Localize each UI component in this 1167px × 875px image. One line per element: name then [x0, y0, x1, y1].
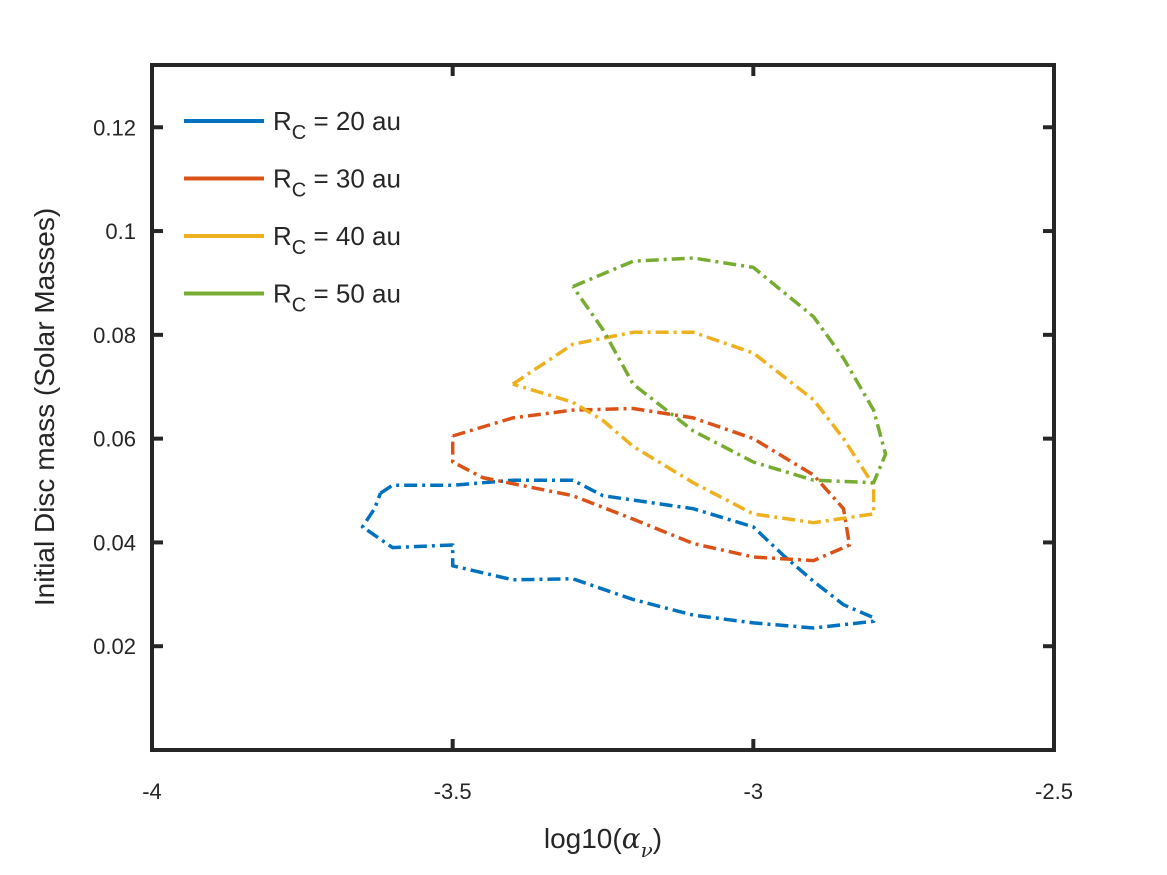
- legend-label-sub: C: [292, 122, 306, 144]
- y-tick-label: 0.08: [93, 323, 136, 348]
- x-tick-label: -4: [142, 779, 162, 804]
- y-tick-label: 0.06: [93, 427, 136, 452]
- y-tick-label: 0.02: [93, 634, 136, 659]
- legend-label-2: RC = 30 au: [273, 164, 401, 202]
- legend-label-main: R: [273, 164, 292, 194]
- tick-labels-layer: -4 -3.5 -3 -2.5 0.02 0.04 0.06 0.08 0.1 0.12: [93, 115, 1073, 804]
- y-tick-label: 0.04: [93, 530, 136, 555]
- series-line-4: [571, 256, 888, 485]
- legend-label-main: R: [273, 106, 292, 136]
- y-tick-label: 0.1: [105, 219, 136, 244]
- x-axis-label: log10(αν): [544, 822, 662, 862]
- x-axis-label-suffix: ): [653, 823, 662, 854]
- legend-label-rest: = 50 au: [306, 279, 401, 309]
- legend-label-sub: C: [292, 180, 306, 202]
- series-line-3: [511, 330, 876, 525]
- legend-label-rest: = 30 au: [306, 164, 401, 194]
- x-tick-label: -3: [744, 779, 764, 804]
- y-tick-label: 0.12: [93, 115, 136, 140]
- legend-label-rest: = 40 au: [306, 221, 401, 251]
- plot-frame: [150, 63, 1056, 752]
- legend-label-main: R: [273, 279, 292, 309]
- x-axis-label-subscript: ν: [641, 838, 653, 862]
- series-line-1: [360, 478, 876, 630]
- curves-layer: [360, 256, 888, 630]
- x-tick-label: -3.5: [434, 779, 472, 804]
- legend-label-3: RC = 40 au: [273, 221, 401, 259]
- legend-label-1: RC = 20 au: [273, 106, 401, 144]
- x-axis-label-symbol: α: [622, 822, 641, 855]
- legend-label-sub: C: [292, 295, 306, 317]
- x-axis-label-prefix: log10(: [544, 823, 623, 854]
- y-axis-label: Initial Disc mass (Solar Masses): [29, 208, 60, 606]
- legend-label-rest: = 20 au: [306, 106, 401, 136]
- series-line-2: [450, 406, 852, 563]
- legend-label-sub: C: [292, 237, 306, 259]
- legend-label-4: RC = 50 au: [273, 279, 401, 317]
- legend-label-main: R: [273, 221, 292, 251]
- x-tick-label: -2.5: [1035, 779, 1073, 804]
